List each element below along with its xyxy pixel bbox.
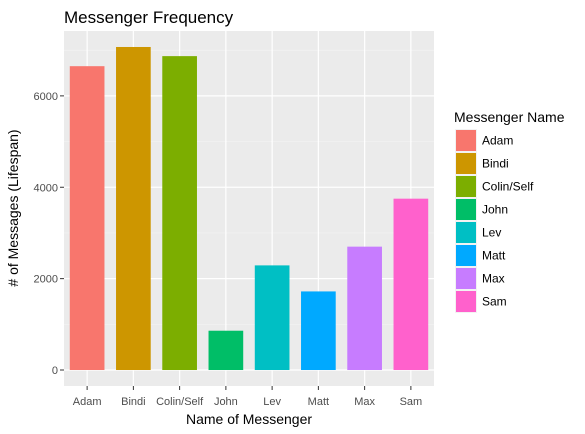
bar-colin-self — [162, 56, 197, 371]
legend-swatch — [456, 176, 476, 197]
legend-entry-label: Max — [482, 272, 505, 286]
legend-entry-label: Adam — [482, 134, 513, 148]
bar-john — [208, 330, 244, 371]
y-tick-label: 6000 — [34, 91, 58, 103]
legend-swatch — [456, 268, 476, 289]
bar-bindi — [116, 46, 151, 371]
bar-lev — [254, 265, 290, 371]
y-axis-title: # of Messages (Lifespan) — [5, 129, 21, 286]
bar-matt — [301, 291, 336, 371]
x-tick-label: Adam — [73, 396, 102, 408]
legend: Messenger Name Adam Bindi Colin/Self John Le… — [454, 109, 565, 313]
legend-entry-label: Bindi — [482, 157, 509, 171]
x-axis: Adam Bindi Colin/Self John Lev Matt Max Sam — [73, 386, 422, 408]
bars — [69, 46, 429, 371]
legend-swatch — [456, 153, 476, 174]
legend-swatch — [456, 245, 476, 266]
x-tick-label: Bindi — [121, 396, 145, 408]
y-tick-label: 0 — [52, 365, 58, 377]
legend-entry-label: Sam — [482, 295, 507, 309]
bar-sam — [393, 198, 429, 371]
legend-entry-label: John — [482, 203, 508, 217]
chart-title: Messenger Frequency — [64, 8, 234, 27]
x-tick-label: Matt — [308, 396, 329, 408]
x-tick-label: Max — [354, 396, 375, 408]
legend-entry-label: Colin/Self — [482, 180, 534, 194]
y-tick-label: 2000 — [34, 274, 58, 286]
legend-swatch — [456, 199, 476, 220]
x-tick-label: John — [214, 396, 238, 408]
bar-adam — [69, 66, 105, 371]
legend-title: Messenger Name — [454, 109, 565, 125]
legend-entry-label: Matt — [482, 249, 506, 263]
bar-max — [347, 246, 382, 371]
x-axis-title: Name of Messenger — [186, 411, 312, 427]
x-tick-label: Lev — [263, 396, 281, 408]
x-tick-label: Colin/Self — [156, 396, 204, 408]
legend-swatch — [456, 222, 476, 243]
y-tick-label: 4000 — [34, 182, 58, 194]
y-axis: 0 2000 4000 6000 — [34, 91, 64, 377]
legend-swatch — [456, 291, 476, 312]
legend-swatch — [456, 130, 476, 151]
x-tick-label: Sam — [400, 396, 423, 408]
legend-entry-label: Lev — [482, 226, 501, 240]
